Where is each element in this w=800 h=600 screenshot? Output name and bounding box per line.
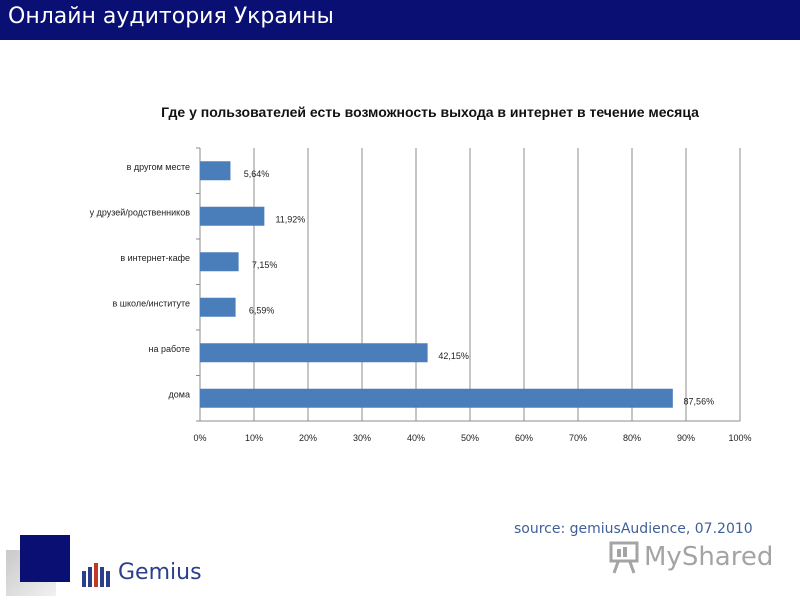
slide-title: Онлайн аудитория Украины xyxy=(8,4,334,29)
x-tick-label: 90% xyxy=(677,433,695,443)
x-tick-label: 0% xyxy=(193,433,206,443)
chart-title: Где у пользователей есть возможность вых… xyxy=(161,104,699,120)
source-note: source: gemiusAudience, 07.2010 xyxy=(514,521,753,537)
category-label: в школе/институте xyxy=(112,298,190,308)
bar xyxy=(200,388,673,408)
x-tick-label: 10% xyxy=(245,433,263,443)
data-label: 42,15% xyxy=(438,351,469,361)
bar xyxy=(200,161,231,181)
data-label: 7,15% xyxy=(252,260,278,270)
gemius-logo-text: Gemius xyxy=(118,560,202,585)
data-label: 5,64% xyxy=(244,169,270,179)
watermark: MyShared xyxy=(608,538,778,582)
category-label: дома xyxy=(169,389,190,399)
category-label: у друзей/родственников xyxy=(90,207,191,217)
x-tick-label: 70% xyxy=(569,433,587,443)
category-label: на работе xyxy=(149,344,190,354)
category-label: в другом месте xyxy=(127,162,190,172)
x-tick-label: 50% xyxy=(461,433,479,443)
x-tick-label: 100% xyxy=(728,433,751,443)
gemius-bars-icon xyxy=(82,563,110,587)
decorative-square xyxy=(20,535,70,582)
x-tick-label: 30% xyxy=(353,433,371,443)
bar xyxy=(200,343,428,363)
watermark-text: MyShared xyxy=(644,542,774,572)
x-tick-label: 40% xyxy=(407,433,425,443)
x-tick-label: 80% xyxy=(623,433,641,443)
data-label: 87,56% xyxy=(684,396,715,406)
title-bar: Онлайн аудитория Украины xyxy=(0,0,800,40)
bar xyxy=(200,252,239,272)
gemius-logo: Gemius xyxy=(82,558,222,594)
presentation-board-icon xyxy=(609,541,639,574)
data-label: 6,59% xyxy=(249,305,275,315)
bar xyxy=(200,297,236,317)
data-label: 11,92% xyxy=(275,214,305,224)
bar xyxy=(200,206,265,226)
x-tick-label: 60% xyxy=(515,433,533,443)
category-label: в интернет-кафе xyxy=(120,253,190,263)
x-tick-label: 20% xyxy=(299,433,317,443)
